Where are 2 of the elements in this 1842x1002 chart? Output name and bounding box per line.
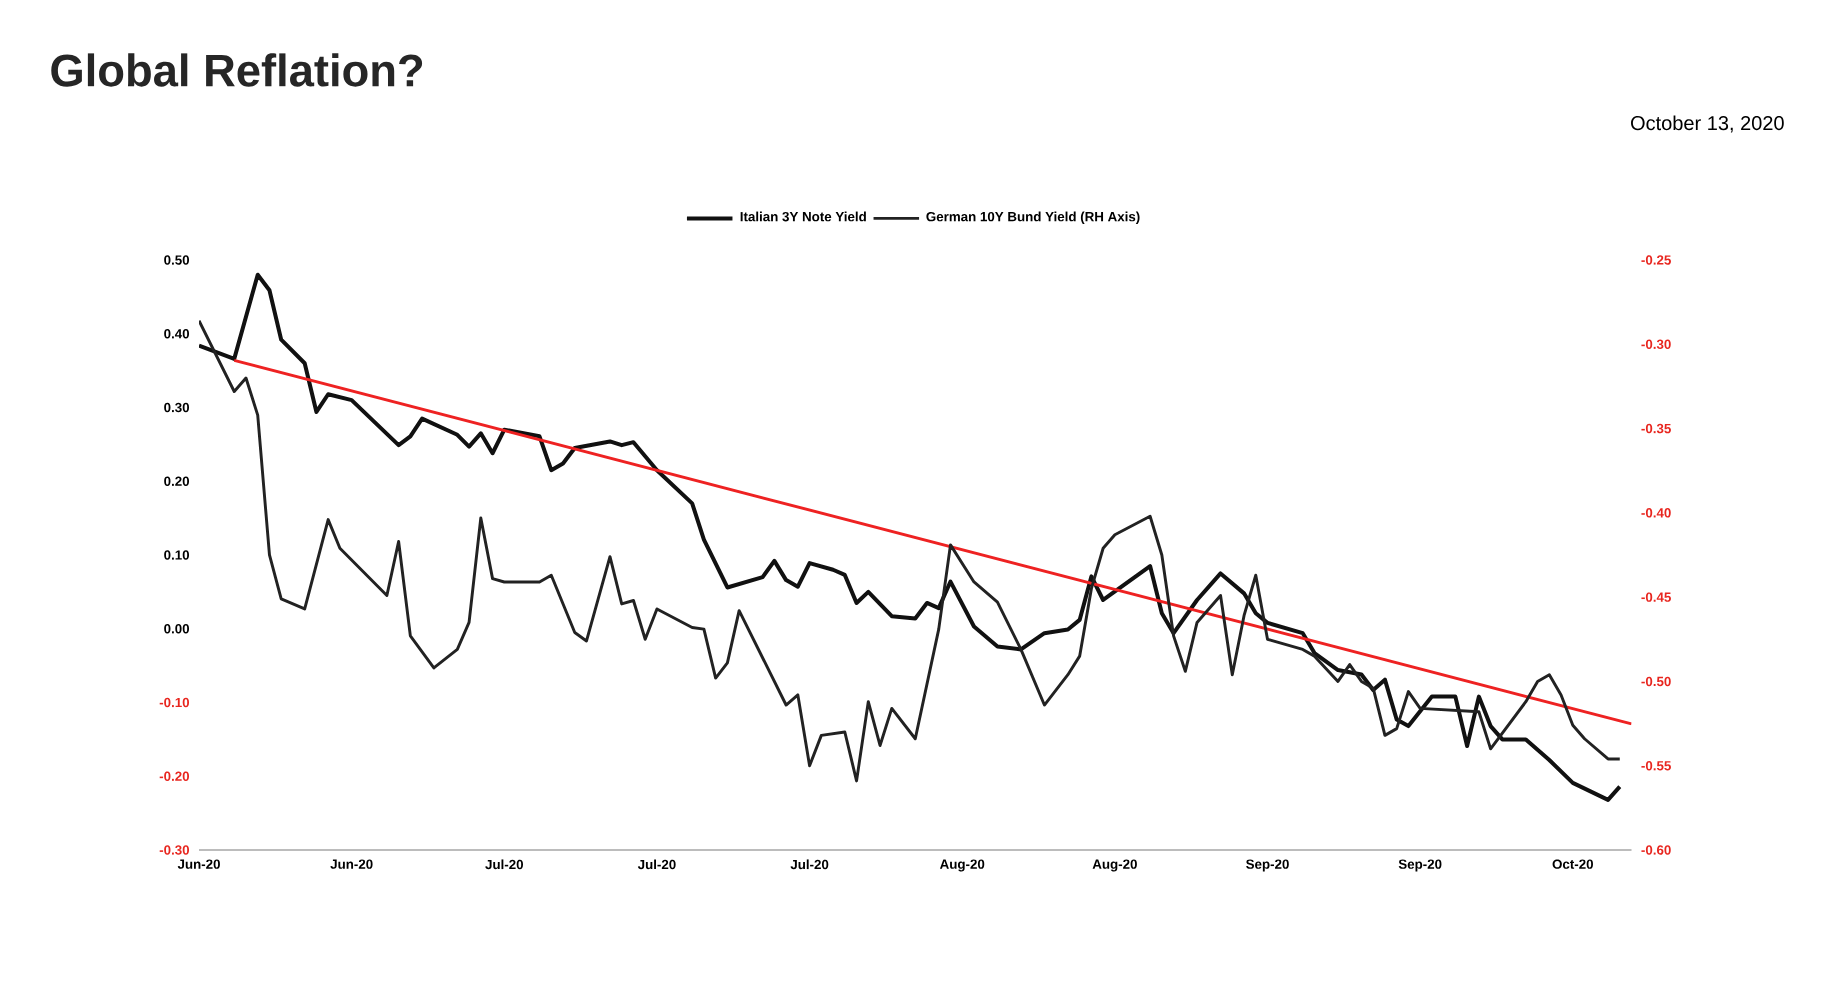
text: October 13, 2020 <box>1631 115 1784 133</box>
chart-title: Global Reflation? <box>51 53 423 87</box>
